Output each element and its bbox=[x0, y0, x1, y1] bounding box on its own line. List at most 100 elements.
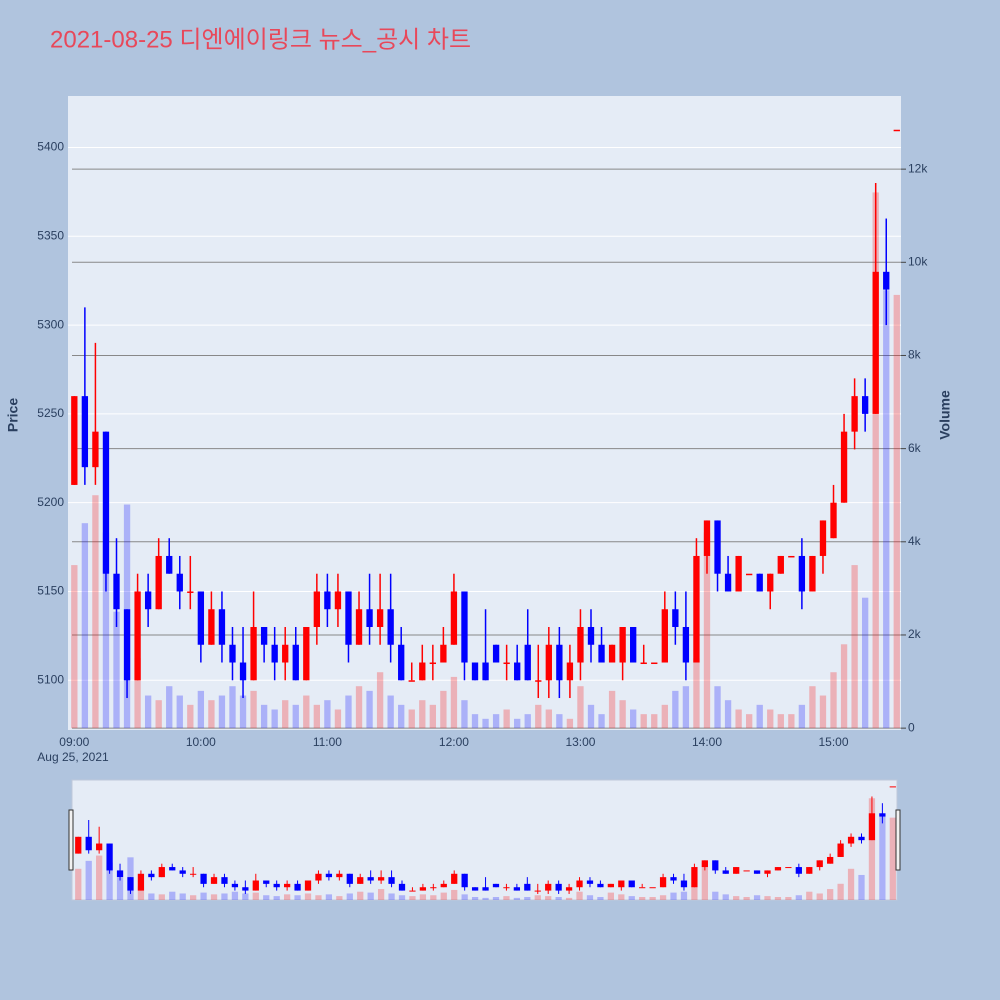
volume-bar bbox=[619, 700, 626, 729]
volume-bar bbox=[334, 709, 342, 729]
candle-body bbox=[113, 573, 120, 610]
slider-volume-bar bbox=[242, 893, 249, 900]
candle-body bbox=[851, 396, 858, 432]
candle-body bbox=[809, 555, 816, 592]
plot-area bbox=[68, 96, 901, 730]
slider-volume-bar bbox=[492, 897, 500, 900]
slider-volume-bar bbox=[409, 896, 416, 900]
slider-volume-bar bbox=[440, 892, 447, 900]
volume-bar bbox=[703, 532, 711, 729]
slider-candle bbox=[283, 883, 291, 888]
slider-volume-bar bbox=[273, 896, 280, 900]
volume-bar bbox=[682, 686, 690, 729]
volume-bar bbox=[429, 704, 436, 729]
slider-volume-bar bbox=[179, 893, 186, 900]
candle-body bbox=[872, 271, 879, 414]
candle-body bbox=[334, 591, 342, 610]
volume-bar bbox=[492, 714, 500, 729]
slider-volume-bar bbox=[785, 897, 792, 900]
slider-volume-bar bbox=[96, 855, 103, 900]
candle-body bbox=[260, 626, 268, 645]
candle-body bbox=[598, 644, 605, 663]
candle-body bbox=[366, 609, 373, 627]
slider-candle bbox=[680, 880, 688, 888]
volume-bar bbox=[282, 700, 289, 729]
volume-bar bbox=[893, 294, 900, 729]
x-tick-label: 13:00 bbox=[565, 735, 595, 749]
volume-bar bbox=[398, 704, 405, 729]
slider-volume-bar bbox=[231, 891, 239, 900]
range-slider[interactable] bbox=[71, 779, 898, 901]
slider-volume-bar bbox=[398, 895, 406, 900]
candle-body bbox=[619, 626, 626, 663]
slider-volume-bar bbox=[221, 893, 228, 900]
candle-body bbox=[102, 431, 110, 574]
slider-volume-bar bbox=[628, 896, 635, 900]
candle-body bbox=[682, 626, 690, 663]
slider-volume-bar bbox=[315, 895, 322, 900]
y2-tick-label: 12k bbox=[908, 161, 928, 175]
volume-bar bbox=[535, 704, 542, 729]
candle-body bbox=[514, 662, 521, 681]
candle-body bbox=[229, 644, 236, 663]
volume-bar bbox=[608, 690, 616, 729]
volume-bar bbox=[661, 704, 668, 729]
volume-bar bbox=[471, 714, 479, 729]
slider-volume-bar bbox=[680, 891, 688, 900]
candle-body bbox=[176, 573, 183, 592]
volume-bar bbox=[271, 709, 278, 729]
candle-body bbox=[166, 555, 173, 574]
slider-candle bbox=[85, 836, 92, 851]
volume-bar bbox=[577, 686, 584, 729]
volume-bar bbox=[767, 709, 774, 729]
slider-candle bbox=[597, 883, 604, 888]
slider-volume-bar bbox=[670, 892, 677, 900]
slider-candle bbox=[263, 880, 270, 884]
candle-body bbox=[819, 520, 827, 556]
volume-bar bbox=[545, 709, 552, 729]
slider-candle bbox=[461, 873, 468, 888]
volume-bar bbox=[313, 704, 321, 729]
slider-handle[interactable] bbox=[68, 809, 74, 871]
y-tick-label: 5150 bbox=[37, 584, 64, 598]
y-tick-label: 5300 bbox=[37, 317, 64, 331]
slider-candle bbox=[231, 883, 239, 888]
slider-candle bbox=[377, 877, 385, 881]
slider-candle bbox=[565, 887, 573, 891]
slider-volume-bar bbox=[618, 894, 625, 900]
x-tick-label: 15:00 bbox=[819, 735, 849, 749]
y-tick-label: 5250 bbox=[37, 406, 64, 420]
volume-bar bbox=[830, 672, 837, 729]
candle-body bbox=[545, 644, 552, 681]
volume-bar bbox=[788, 714, 795, 729]
volume-bar bbox=[419, 700, 426, 729]
candle-body bbox=[250, 626, 257, 681]
slider-volume-bar bbox=[827, 889, 834, 900]
y2-tick-label: 2k bbox=[908, 627, 922, 641]
slider-volume-bar bbox=[534, 895, 541, 900]
volume-bar bbox=[218, 695, 226, 729]
y2-axis-label: Volume bbox=[937, 390, 953, 440]
candle-body bbox=[492, 644, 500, 663]
slider-volume-bar bbox=[659, 895, 667, 900]
volume-bar bbox=[809, 686, 816, 729]
slider-candle bbox=[858, 836, 865, 841]
volume-bar bbox=[250, 690, 257, 729]
slider-candle bbox=[534, 890, 541, 892]
slider-handle[interactable] bbox=[895, 809, 901, 871]
volume-bar bbox=[524, 714, 531, 729]
slider-volume-bar bbox=[210, 894, 218, 900]
candle-body bbox=[703, 520, 711, 556]
candle-body bbox=[187, 591, 194, 593]
y2-tick-label: 10k bbox=[908, 254, 928, 268]
candle-body bbox=[345, 591, 352, 645]
slider-volume-bar bbox=[691, 886, 698, 900]
y-tick-label: 5200 bbox=[37, 495, 64, 509]
candle-body bbox=[482, 662, 489, 681]
slider-volume-bar bbox=[367, 892, 374, 900]
candle-body bbox=[714, 520, 721, 574]
slider-candle bbox=[482, 887, 489, 891]
volume-bar bbox=[71, 565, 78, 729]
slider-volume-bar bbox=[607, 892, 614, 900]
slider-volume-bar bbox=[190, 895, 197, 900]
